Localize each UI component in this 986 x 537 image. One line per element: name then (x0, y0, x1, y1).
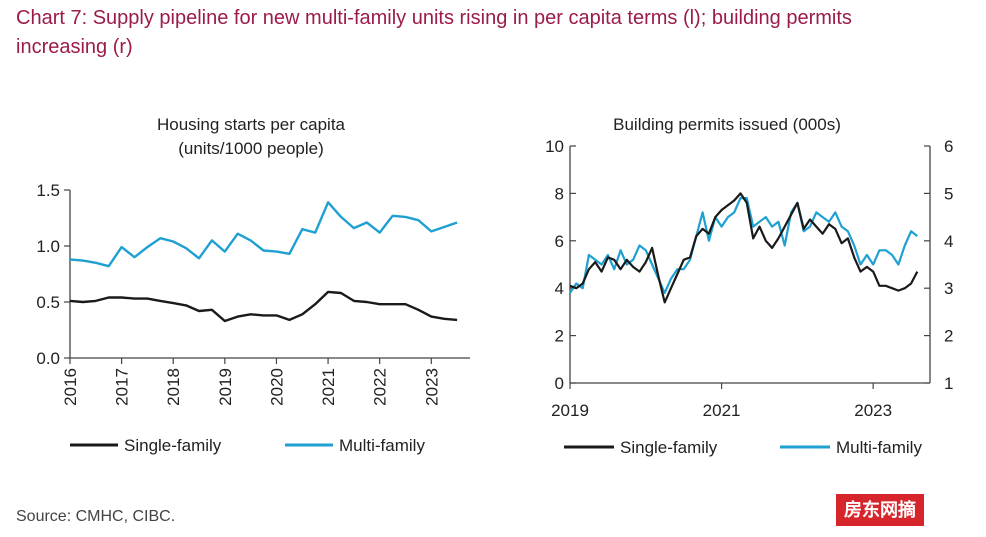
y-tick-label: 0.0 (36, 349, 60, 368)
series-line-multi-family (569, 197, 918, 294)
y2-tick-label: 5 (944, 184, 953, 203)
x-tick-label: 2017 (113, 368, 132, 406)
x-tick-label: 2016 (61, 368, 80, 406)
y2-tick-label: 2 (944, 327, 953, 346)
y-tick-label: 6 (555, 232, 564, 251)
legend-label: Multi-family (836, 438, 922, 457)
x-tick-label: 2023 (422, 368, 441, 406)
y2-tick-label: 1 (944, 374, 953, 393)
y2-tick-label: 3 (944, 279, 953, 298)
x-tick-label: 2022 (371, 368, 390, 406)
y-tick-label: 10 (545, 137, 564, 156)
chart-left: Housing starts per capita (units/1000 peo… (36, 115, 470, 455)
x-tick-label: 2020 (267, 368, 286, 406)
series-line-multi-family (69, 201, 458, 268)
series-line-single-family (69, 290, 458, 323)
x-tick-label: 2019 (216, 368, 235, 406)
legend-label: Single-family (620, 438, 718, 457)
legend-label: Single-family (124, 436, 222, 455)
x-tick-label: 2021 (703, 401, 741, 420)
chart-left-subtitle: (units/1000 people) (178, 139, 324, 158)
source-note: Source: CMHC, CIBC. (16, 508, 176, 525)
y-tick-label: 0.5 (36, 293, 60, 312)
x-tick-label: 2019 (551, 401, 589, 420)
chart-title: Chart 7: Supply pipeline for new multi-f… (16, 7, 852, 58)
y-tick-label: 0 (555, 374, 564, 393)
y2-tick-label: 4 (944, 232, 953, 251)
watermark-stamp: 房东网摘 (836, 494, 924, 526)
y-tick-label: 1.0 (36, 237, 60, 256)
y-tick-label: 4 (555, 279, 564, 298)
y2-tick-label: 6 (944, 137, 953, 156)
chart-right: Building permits issued (000s)0246810123… (545, 115, 953, 457)
x-tick-label: 2023 (854, 401, 892, 420)
legend-label: Multi-family (339, 436, 425, 455)
series-line-single-family (569, 192, 919, 304)
chart-left-title: Housing starts per capita (157, 115, 346, 134)
y-tick-label: 1.5 (36, 181, 60, 200)
x-tick-label: 2021 (319, 368, 338, 406)
y-tick-label: 2 (555, 327, 564, 346)
x-tick-label: 2018 (164, 368, 183, 406)
chart-right-title: Building permits issued (000s) (613, 115, 841, 134)
y-tick-label: 8 (555, 184, 564, 203)
